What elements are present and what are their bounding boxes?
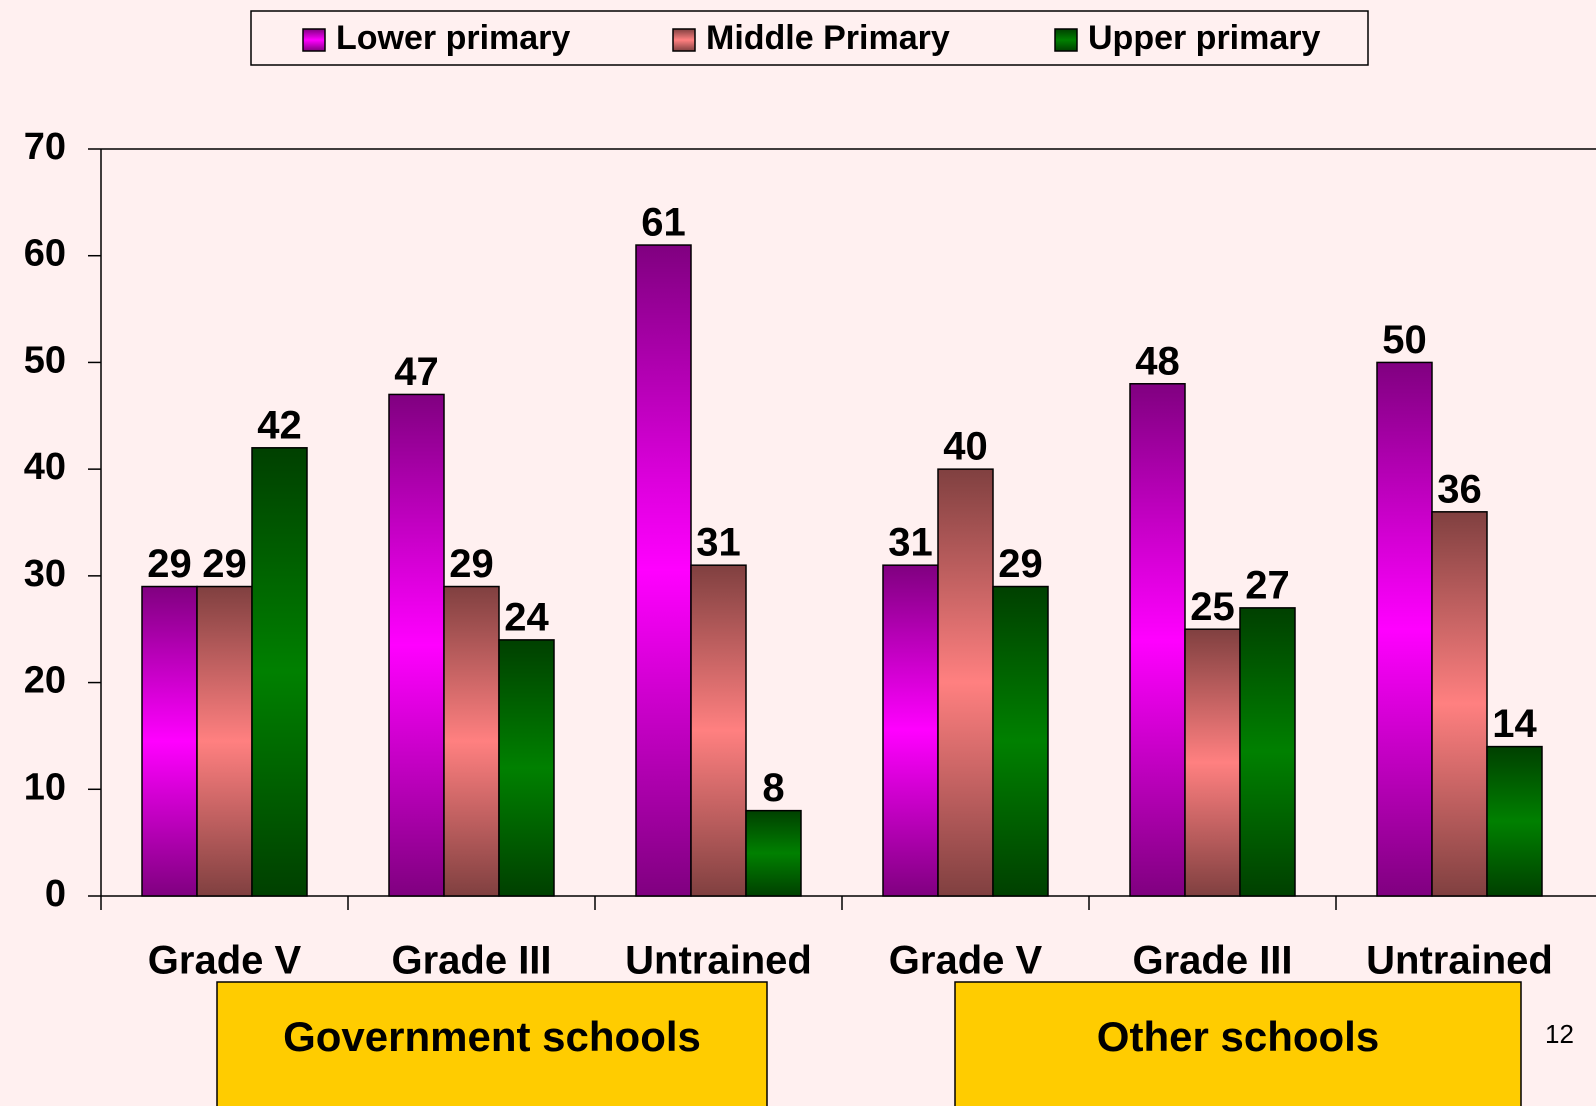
value-label: 31	[888, 521, 933, 565]
bar	[1431, 511, 1488, 897]
value-label: 47	[394, 350, 439, 394]
y-tick-label: 20	[24, 660, 66, 702]
value-label: 50	[1382, 318, 1427, 362]
legend-label: Upper primary	[1088, 19, 1320, 57]
x-tick-label: Grade V	[148, 939, 302, 983]
value-label: 29	[449, 542, 494, 586]
x-tick-label: Grade V	[889, 939, 1043, 983]
legend-swatch	[672, 28, 696, 52]
x-tick-label: Grade III	[1132, 939, 1292, 983]
bar	[251, 447, 308, 897]
y-tick-label: 70	[24, 126, 66, 168]
group-label: Government schools	[283, 1013, 701, 1060]
x-tick-label: Untrained	[625, 939, 812, 983]
bar	[635, 244, 692, 897]
value-label: 29	[147, 542, 192, 586]
bar	[443, 585, 500, 897]
legend-label: Lower primary	[336, 19, 570, 57]
value-label: 48	[1135, 339, 1180, 383]
value-label: 24	[504, 595, 549, 639]
value-label: 36	[1437, 467, 1482, 511]
value-label: 25	[1190, 585, 1235, 629]
value-label: 8	[762, 766, 784, 810]
x-tick-label: Untrained	[1366, 939, 1553, 983]
y-tick-label: 10	[24, 766, 66, 808]
bar	[882, 564, 939, 897]
bar	[937, 468, 994, 897]
legend-label: Middle Primary	[706, 19, 950, 57]
y-tick-label: 50	[24, 339, 66, 381]
legend-swatch	[302, 28, 326, 52]
value-label: 27	[1245, 563, 1290, 607]
value-label: 40	[943, 425, 988, 469]
bar	[1239, 607, 1296, 897]
x-tick-label: Grade III	[391, 939, 551, 983]
bar	[1129, 383, 1186, 897]
value-label: 61	[641, 201, 686, 245]
legend-box	[250, 10, 1369, 66]
value-label: 42	[257, 403, 302, 447]
value-label: 31	[696, 521, 741, 565]
group-box	[954, 981, 1522, 1106]
y-tick-label: 60	[24, 233, 66, 275]
value-label: 29	[998, 542, 1043, 586]
bar	[1184, 628, 1241, 897]
bar	[196, 585, 253, 897]
bar	[498, 639, 555, 897]
bar	[388, 393, 445, 897]
bar	[141, 585, 198, 897]
bar	[745, 809, 802, 897]
bar	[1376, 361, 1433, 897]
legend-swatch	[1054, 28, 1078, 52]
value-label: 14	[1492, 702, 1537, 746]
bar	[1486, 745, 1543, 897]
group-label: Other schools	[1097, 1013, 1379, 1060]
page-number: 12	[1545, 1019, 1574, 1049]
y-tick-label: 40	[24, 446, 66, 488]
y-tick-label: 30	[24, 553, 66, 595]
group-box	[216, 981, 768, 1106]
bar	[690, 564, 747, 897]
value-label: 29	[202, 542, 247, 586]
y-tick-label: 0	[45, 873, 66, 915]
bar	[992, 585, 1049, 897]
